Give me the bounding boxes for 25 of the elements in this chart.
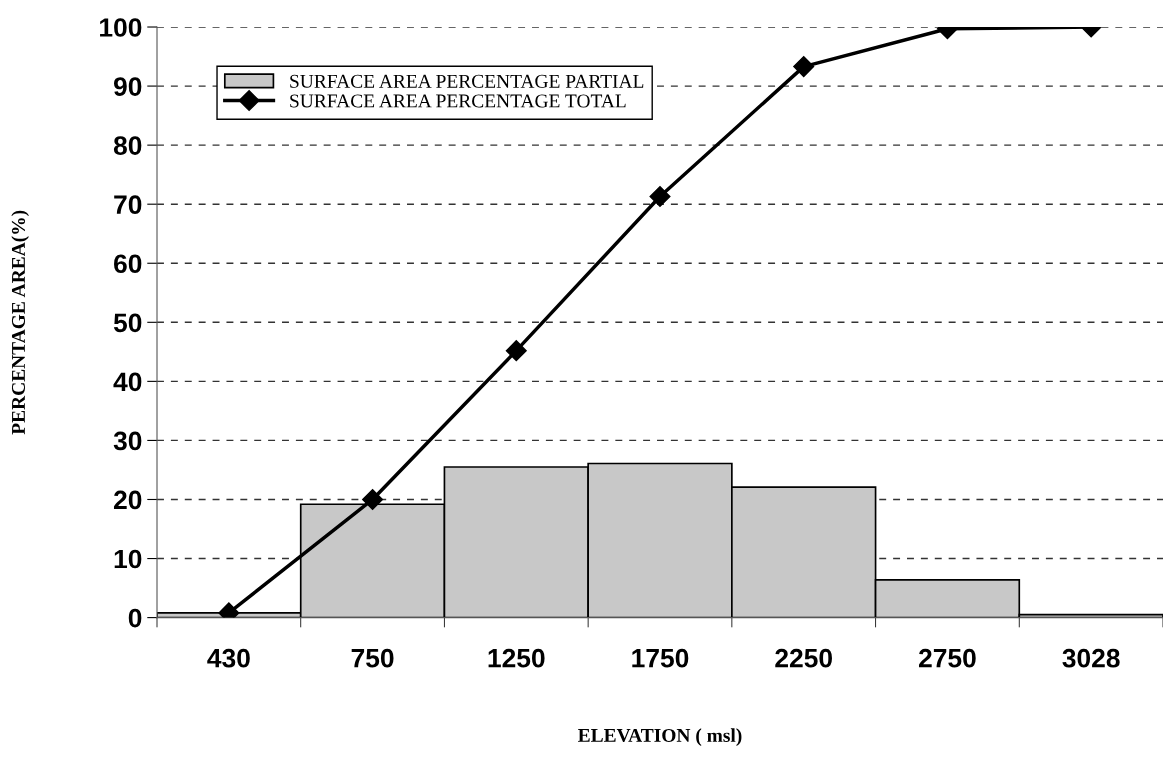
y-tick-label: 90 <box>113 77 142 96</box>
x-tick-label: 1250 <box>488 648 545 668</box>
point <box>362 488 384 510</box>
point <box>649 186 671 208</box>
y-axis-title: PERCENTAGE AREA(%) <box>11 210 29 435</box>
x-tick-label: 430 <box>207 648 250 668</box>
point <box>505 340 527 362</box>
y-tick-label: 0 <box>128 608 142 628</box>
y-tick-label: 50 <box>113 313 142 333</box>
legend-label: SURFACE AREA PERCENTAGE TOTAL <box>290 94 626 108</box>
x-tick-label: 2750 <box>919 648 976 668</box>
x-tick-label: 2250 <box>775 648 832 668</box>
x-tick-label: 1750 <box>632 648 689 668</box>
x-tick-label: 3028 <box>1062 648 1120 668</box>
x-axis-title: ELEVATION ( msl) <box>578 728 742 746</box>
y-tick-label: 40 <box>113 372 142 392</box>
legend-label: SURFACE AREA PERCENTAGE PARTIAL <box>290 74 644 88</box>
y-tick-label: 100 <box>100 18 142 37</box>
y-tick-label: 20 <box>113 490 142 510</box>
y-tick-label: 60 <box>114 254 142 274</box>
y-tick-label: 70 <box>114 195 142 215</box>
y-tick-label: 10 <box>114 549 142 569</box>
y-tick-label: 80 <box>113 136 142 155</box>
x-tick-label: 750 <box>351 648 394 668</box>
y-tick-label: 30 <box>113 431 142 451</box>
